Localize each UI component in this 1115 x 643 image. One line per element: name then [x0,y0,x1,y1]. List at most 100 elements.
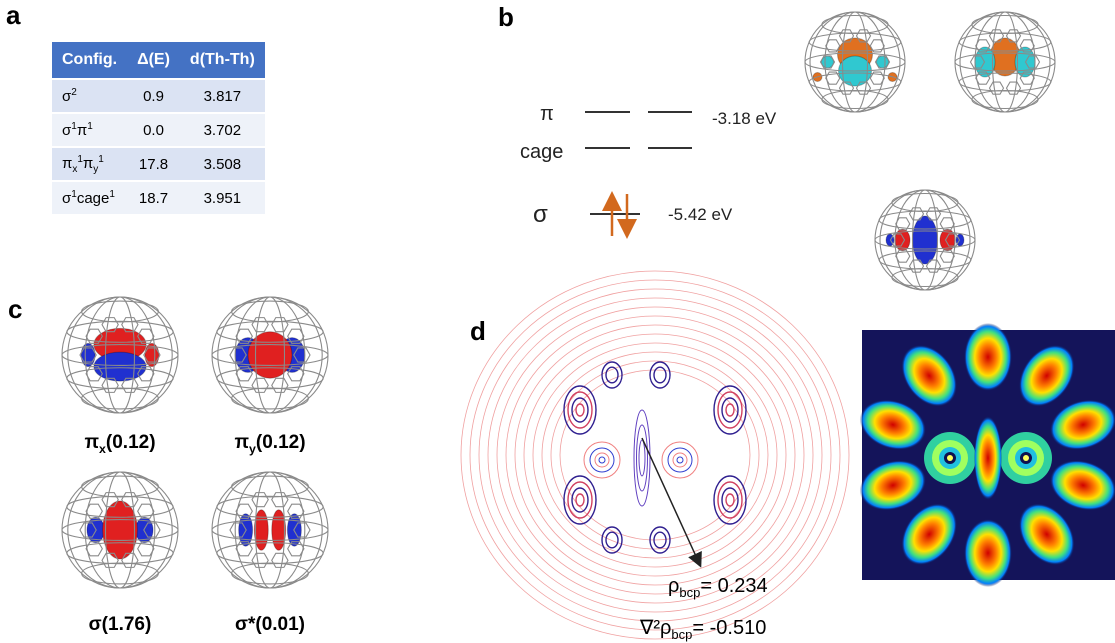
value: (1.76) [102,614,152,635]
cage-face [990,82,1004,94]
density-bond [974,416,1002,500]
value: (0.01) [255,614,305,635]
energy-value: -5.42 eV [668,205,733,224]
contour-plot [461,271,849,639]
cage-ring [217,496,323,517]
level-label: σ [533,201,548,228]
cage-face [272,493,288,507]
formula-label: πy(0.12) [234,432,305,456]
density-ring [1023,455,1029,461]
formula-label: ρbcp= 0.234 [668,575,768,600]
contour-line [488,298,822,612]
panel-label: a [6,0,21,30]
contour-line [470,280,840,630]
figure: π cage σ -3.18 eV -5.42 eV a b c d πx(0.… [0,0,1115,643]
contour-line [564,386,596,434]
fullerene-cage [875,190,975,290]
symbol: σ [89,614,102,635]
cage-ring [217,543,323,564]
energy-diagram [585,112,692,214]
fullerene-cage [212,297,328,413]
cage-face [990,30,1004,42]
symbol: σ* [235,614,256,635]
cage-face [272,553,288,567]
cage-face [272,318,288,332]
fullerene-cage [62,472,178,588]
subscript: bcp [679,585,700,600]
value: = 0.234 [700,575,767,597]
contour-line [714,476,746,524]
cage-face [252,378,268,392]
contour-line [560,370,750,540]
subscript: bcp [671,627,692,642]
contour-line [479,289,831,621]
contour-line [576,404,584,416]
cage-face [122,493,138,507]
fullerene-cage [212,472,328,588]
symbol: π [234,432,249,453]
contour-line [564,476,596,524]
contour-line [533,343,777,567]
contour-line [714,386,746,434]
contour-line [726,494,734,506]
cage-face [252,318,268,332]
contour-line [595,453,609,467]
contour-line [654,367,666,383]
panel-label: b [498,2,514,32]
cage-face [1006,30,1020,42]
orbital-lobe [248,332,292,378]
symbol: π [84,432,99,453]
contour-line [637,425,648,491]
panel-label: c [8,294,22,324]
contour-line [662,442,698,478]
contour-line [606,532,618,548]
page: Config.Δ(E)d(Th-Th) σ20.93.817σ1π10.03.7… [0,0,1115,643]
panel-label: d [470,316,486,346]
value: = -0.510 [692,617,766,639]
level-label: π [540,103,554,125]
cage-face [122,553,138,567]
fullerene-cage [62,297,178,413]
orbital-lobe [103,501,138,559]
cage-face [910,208,924,220]
contour-line [650,362,670,388]
formula-label: πx(0.12) [84,432,155,456]
cage-face [102,493,118,507]
formula-label: σ(1.76) [89,614,152,635]
cage-face [102,553,118,567]
fullerene-cage [805,12,905,112]
formula-label: ∇²ρbcp= -0.510 [639,617,766,642]
cage-frame [212,472,328,588]
density-ring [947,455,953,461]
contour-line [673,453,687,467]
cage-face [272,378,288,392]
value: (0.12) [106,432,156,453]
contour-line [584,442,620,478]
formula-label: σ*(0.01) [235,614,305,635]
cage-face [1006,82,1020,94]
energy-value: -3.18 eV [712,109,777,128]
cage-face [926,208,940,220]
contour-line [576,494,584,506]
level-label: cage [520,141,563,163]
value: (0.12) [256,432,306,453]
cage-face [252,493,268,507]
density-lobe [964,519,1012,587]
density-lobe [964,323,1012,391]
contour-line [677,457,683,463]
cage-face [252,553,268,567]
symbol: ∇²ρ [639,617,671,639]
contour-line [639,440,645,476]
contour-line [668,448,692,472]
orbital-lobe [913,216,938,264]
symbol: ρ [668,575,679,597]
contour-line [542,352,768,558]
contour-line [551,361,759,549]
fullerene-cage [955,12,1055,112]
contour-line [497,307,813,603]
contour-line [602,362,622,388]
contour-line [590,448,614,472]
contour-line [599,457,605,463]
contour-line [461,271,849,639]
cage-face [926,260,940,272]
